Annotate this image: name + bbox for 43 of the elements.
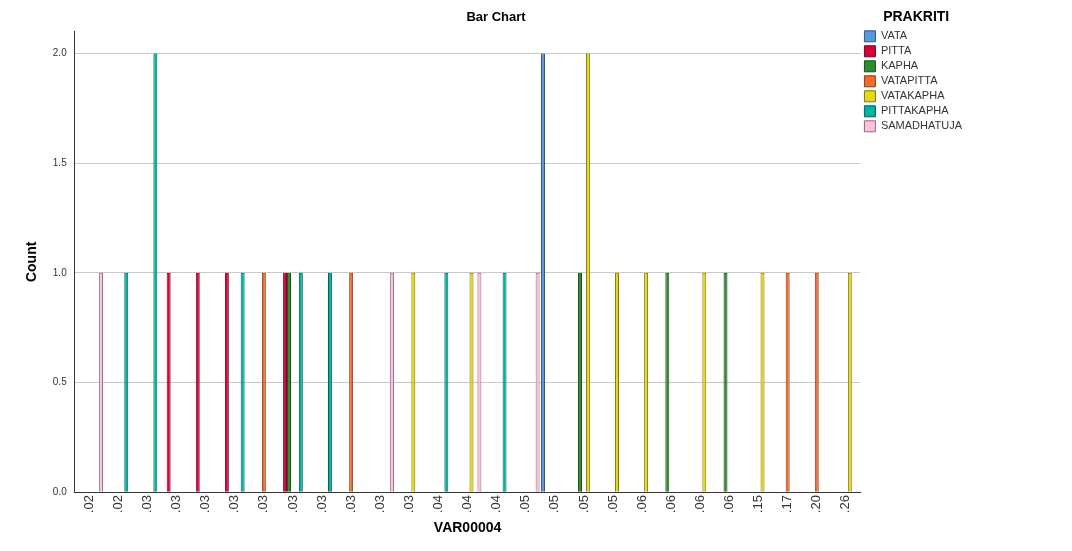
x-tick-label: .03 — [197, 495, 213, 514]
legend-label: VATAPITTA — [880, 74, 939, 87]
legend-label: KAPHA — [880, 59, 919, 72]
x-tick-label: .03 — [371, 495, 387, 514]
x-tick-label: .03 — [168, 495, 184, 514]
y-tick-label: 0.0 — [52, 485, 68, 497]
x-tick-label: .03 — [313, 495, 329, 514]
x-tick-label: .02 — [109, 495, 125, 514]
x-tick-label: .17 — [779, 495, 795, 514]
x-tick-label: .04 — [430, 495, 446, 514]
x-tick-label: .03 — [226, 495, 242, 514]
x-tick-label: .05 — [575, 495, 591, 514]
legend-label: PITTAKAPHA — [880, 104, 950, 117]
x-tick-label: .03 — [139, 495, 155, 514]
x-tick-label: .06 — [633, 495, 649, 514]
y-tick-label: 2.0 — [52, 47, 68, 59]
legend-label: SAMADHATUJA — [880, 119, 963, 132]
x-tick-label: .06 — [662, 495, 678, 514]
x-axis-title: VAR00004 — [433, 519, 502, 536]
x-tick-label: .04 — [488, 495, 504, 514]
legend-title: PRAKRITI — [883, 7, 950, 24]
y-tick-label: 1.0 — [52, 266, 68, 278]
x-tick-label: .02 — [80, 495, 96, 514]
x-tick-label: .03 — [284, 495, 300, 514]
x-tick-label: .03 — [400, 495, 416, 514]
x-tick-label: .03 — [342, 495, 358, 514]
x-tick-label: .20 — [808, 495, 824, 514]
x-tick-label: .26 — [837, 495, 853, 514]
y-tick-label: 0.5 — [52, 376, 68, 388]
chart-title: Bar Chart — [466, 9, 527, 25]
x-tick-label: .06 — [721, 495, 737, 514]
x-tick-label: .05 — [517, 495, 533, 514]
x-tick-label: .04 — [459, 495, 475, 514]
x-tick-label: .05 — [604, 495, 620, 514]
x-tick-label: .05 — [546, 495, 562, 514]
y-axis-title: Count — [23, 241, 40, 283]
x-tick-label: .06 — [691, 495, 707, 514]
legend-label: PITTA — [880, 44, 912, 57]
x-tick-label: .03 — [255, 495, 271, 514]
legend-label: VATAKAPHA — [880, 89, 946, 102]
x-tick-label: .15 — [750, 495, 766, 514]
legend-label: VATA — [880, 29, 908, 42]
y-tick-label: 1.5 — [52, 156, 68, 168]
